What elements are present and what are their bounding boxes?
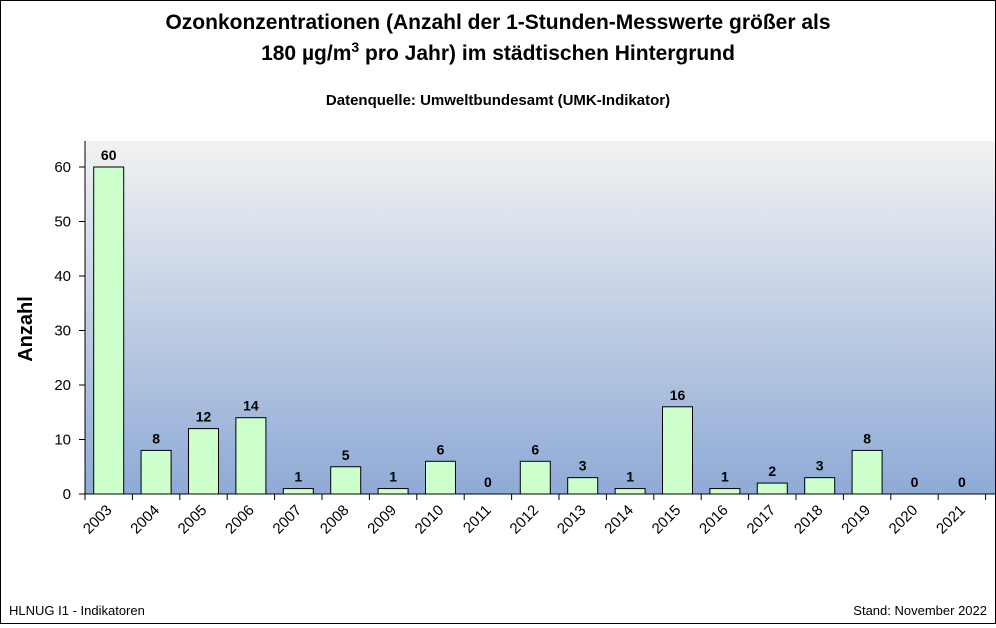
bar-value-label-2006: 14	[243, 398, 259, 414]
x-tick-label-2010: 2010	[412, 502, 448, 538]
bar-value-label-2005: 12	[196, 409, 212, 425]
bar-value-label-2021: 0	[958, 474, 966, 490]
bar-2014	[614, 488, 646, 495]
chart-title-line2: 180 µg/m3 pro Jahr) im städtischen Hinte…	[261, 39, 735, 65]
footer-date: Stand: November 2022	[853, 603, 987, 618]
bar-2012	[519, 460, 551, 495]
x-tick-label-2005: 2005	[175, 502, 211, 538]
x-tick-label-2013: 2013	[554, 502, 590, 538]
x-tick-label-2021: 2021	[933, 502, 969, 538]
bar-value-label-2008: 5	[342, 447, 350, 463]
x-tick-label-2008: 2008	[317, 502, 353, 538]
bar-value-label-2013: 3	[579, 458, 587, 474]
bar-value-label-2003: 60	[101, 147, 117, 163]
bar-2009	[377, 488, 409, 495]
bar-value-label-2007: 1	[294, 469, 302, 485]
bar-2019	[851, 449, 883, 495]
bar-value-label-2016: 1	[721, 469, 729, 485]
title-line2-sup: 3	[351, 39, 359, 55]
bar-value-label-2012: 6	[531, 441, 539, 457]
bar-2015	[662, 406, 693, 495]
title-line2-pre: 180 µg/m	[261, 42, 351, 65]
x-tick-label-2007: 2007	[270, 502, 306, 538]
x-tick-label-2018: 2018	[791, 502, 827, 538]
bar-2016	[709, 488, 741, 495]
bars-group	[93, 166, 883, 495]
bar-value-label-2009: 1	[389, 469, 397, 485]
x-tick-label-2006: 2006	[222, 502, 258, 538]
plot-area	[85, 141, 995, 494]
bar-2013	[567, 477, 599, 495]
x-tick-label-2020: 2020	[886, 502, 922, 538]
bar-2010	[425, 460, 456, 495]
y-axis: 0 10 20 30 40 50 60	[54, 141, 86, 503]
bar-2004	[140, 449, 172, 495]
bar-value-label-2017: 2	[768, 463, 776, 479]
bar-value-label-2020: 0	[911, 474, 919, 490]
x-tick-label-2004: 2004	[127, 502, 163, 538]
bar-value-label-2019: 8	[863, 430, 871, 446]
x-tick-label-2011: 2011	[460, 502, 495, 537]
y-axis-label: Anzahl	[15, 296, 37, 362]
x-tick-label-2016: 2016	[696, 502, 732, 538]
y-tick-label: 60	[54, 159, 71, 176]
x-tick-label-2019: 2019	[838, 502, 874, 538]
x-tick-label-2003: 2003	[80, 502, 116, 538]
y-tick-label: 50	[54, 214, 71, 231]
footer-source: HLNUG I1 - Indikatoren	[9, 603, 145, 618]
bar-value-label-2011: 0	[484, 474, 492, 490]
bar-2017	[756, 482, 788, 495]
y-tick-label: 0	[63, 486, 71, 503]
x-tick-label-2017: 2017	[744, 502, 780, 538]
bar-2018	[804, 477, 836, 495]
x-tick-label-2014: 2014	[601, 502, 637, 538]
bar-2006	[235, 417, 267, 495]
x-axis: 2003 2004 2005 2006 2007 2008 2009 2010 2011 2012…	[80, 493, 995, 538]
title-line2-post: pro Jahr) im städtischen Hintergrund	[359, 42, 735, 65]
bar-2007	[282, 488, 314, 495]
bar-value-label-2014: 1	[626, 469, 634, 485]
bar-2005	[188, 428, 219, 495]
bar-2003	[93, 166, 125, 495]
y-tick-label: 30	[54, 323, 71, 340]
x-tick-label-2009: 2009	[364, 502, 400, 538]
chart-subtitle: Datenquelle: Umweltbundesamt (UMK-Indika…	[326, 92, 670, 109]
bar-value-label-2010: 6	[437, 441, 445, 457]
bar-2008	[330, 466, 362, 495]
bar-value-label-2004: 8	[152, 430, 160, 446]
y-tick-label: 10	[54, 432, 71, 449]
chart-title-line1: Ozonkonzentrationen (Anzahl der 1-Stunde…	[165, 11, 830, 34]
y-tick-label: 20	[54, 377, 71, 394]
x-tick-label-2015: 2015	[649, 502, 685, 538]
bar-value-label-2018: 3	[816, 458, 824, 474]
y-tick-label: 40	[54, 268, 71, 285]
x-tick-label-2012: 2012	[507, 502, 543, 538]
bar-value-label-2015: 16	[670, 387, 686, 403]
